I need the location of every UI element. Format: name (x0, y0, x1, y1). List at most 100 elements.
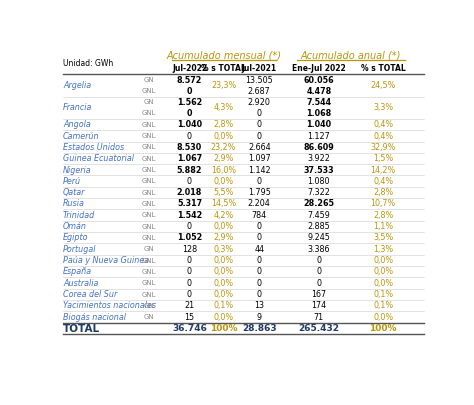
Text: 3,3%: 3,3% (373, 103, 393, 113)
Text: Omán: Omán (63, 222, 87, 231)
Text: 0: 0 (257, 222, 262, 231)
Text: Rusia: Rusia (63, 200, 85, 209)
Text: 1.542: 1.542 (177, 211, 202, 220)
Text: 784: 784 (252, 211, 267, 220)
Text: 0: 0 (187, 87, 192, 96)
Text: Perú: Perú (63, 177, 81, 186)
Text: Corea del Sur: Corea del Sur (63, 290, 118, 299)
Text: 0: 0 (187, 222, 192, 231)
Text: 2.920: 2.920 (248, 98, 271, 107)
Text: 0: 0 (187, 290, 192, 299)
Text: 0: 0 (187, 109, 192, 118)
Text: 86.609: 86.609 (303, 143, 334, 152)
Text: 0,4%: 0,4% (373, 120, 393, 129)
Text: Qatar: Qatar (63, 188, 85, 197)
Text: 0,0%: 0,0% (373, 313, 393, 322)
Text: 15: 15 (184, 313, 194, 322)
Text: 1,3%: 1,3% (373, 245, 393, 254)
Text: TOTAL: TOTAL (63, 324, 100, 334)
Text: 1.097: 1.097 (248, 154, 271, 163)
Text: 4,2%: 4,2% (213, 211, 234, 220)
Text: 0: 0 (187, 256, 192, 265)
Text: 5,5%: 5,5% (213, 188, 234, 197)
Text: GNL: GNL (142, 212, 156, 218)
Text: GNL: GNL (142, 156, 156, 162)
Text: GNL: GNL (142, 167, 156, 173)
Text: 0: 0 (187, 177, 192, 186)
Text: GN: GN (144, 100, 155, 105)
Text: 1.127: 1.127 (308, 132, 330, 141)
Text: 7.322: 7.322 (308, 188, 330, 197)
Text: 3,5%: 3,5% (373, 233, 393, 243)
Text: 10,7%: 10,7% (371, 200, 396, 209)
Text: GNL: GNL (142, 258, 156, 264)
Text: GNL: GNL (142, 224, 156, 230)
Text: 3.386: 3.386 (308, 245, 330, 254)
Text: 14,5%: 14,5% (211, 200, 236, 209)
Text: 2,9%: 2,9% (213, 233, 234, 243)
Text: 0: 0 (257, 279, 262, 288)
Text: 0: 0 (257, 267, 262, 276)
Text: 1.080: 1.080 (308, 177, 330, 186)
Text: 8.530: 8.530 (177, 143, 202, 152)
Text: Guinea Ecuatorial: Guinea Ecuatorial (63, 154, 134, 163)
Text: 1.040: 1.040 (177, 120, 202, 129)
Text: 2.687: 2.687 (248, 87, 271, 96)
Text: GNL: GNL (142, 178, 156, 184)
Text: 1.068: 1.068 (306, 109, 331, 118)
Text: 0: 0 (187, 279, 192, 288)
Text: 0,0%: 0,0% (373, 279, 393, 288)
Text: 32,9%: 32,9% (371, 143, 396, 152)
Text: 2.885: 2.885 (308, 222, 330, 231)
Text: Trinidad: Trinidad (63, 211, 95, 220)
Text: 28.265: 28.265 (303, 200, 334, 209)
Text: 21: 21 (184, 301, 194, 310)
Text: 23,2%: 23,2% (211, 143, 236, 152)
Text: 0,3%: 0,3% (213, 245, 234, 254)
Text: 0,0%: 0,0% (213, 279, 234, 288)
Text: 0: 0 (187, 267, 192, 276)
Text: 5.882: 5.882 (177, 166, 202, 175)
Text: 1.040: 1.040 (306, 120, 331, 129)
Text: 2.664: 2.664 (248, 143, 271, 152)
Text: 2.018: 2.018 (177, 188, 202, 197)
Text: GNL: GNL (142, 235, 156, 241)
Text: 265.432: 265.432 (298, 324, 339, 333)
Text: % s TOTAL: % s TOTAL (361, 64, 406, 73)
Text: 0,0%: 0,0% (213, 177, 234, 186)
Text: Jul-2022: Jul-2022 (172, 64, 207, 73)
Text: 100%: 100% (210, 324, 237, 333)
Text: 14,2%: 14,2% (371, 166, 396, 175)
Text: 1.142: 1.142 (248, 166, 271, 175)
Text: 0,0%: 0,0% (213, 132, 234, 141)
Text: GNL: GNL (142, 88, 156, 94)
Text: 36.746: 36.746 (172, 324, 207, 333)
Text: 0,0%: 0,0% (213, 290, 234, 299)
Text: 2,8%: 2,8% (373, 211, 393, 220)
Text: GNL: GNL (142, 280, 156, 286)
Text: 0: 0 (257, 132, 262, 141)
Text: 8.572: 8.572 (177, 76, 202, 85)
Text: 16,0%: 16,0% (211, 166, 236, 175)
Text: 0,0%: 0,0% (213, 313, 234, 322)
Text: 2,8%: 2,8% (213, 120, 234, 129)
Text: Unidad: GWh: Unidad: GWh (63, 60, 113, 68)
Text: GNL: GNL (142, 133, 156, 139)
Text: 0,1%: 0,1% (213, 301, 234, 310)
Text: 1.795: 1.795 (248, 188, 271, 197)
Text: 128: 128 (182, 245, 197, 254)
Text: GNL: GNL (142, 190, 156, 196)
Text: Paúa y Nueva Guinea: Paúa y Nueva Guinea (63, 256, 149, 265)
Text: 0,1%: 0,1% (373, 290, 393, 299)
Text: GN: GN (144, 77, 155, 83)
Text: 100%: 100% (369, 324, 397, 333)
Text: 1.052: 1.052 (177, 233, 202, 243)
Text: 0: 0 (316, 279, 321, 288)
Text: 7.544: 7.544 (306, 98, 331, 107)
Text: 0: 0 (257, 177, 262, 186)
Text: 0,0%: 0,0% (373, 267, 393, 276)
Text: Egipto: Egipto (63, 233, 89, 243)
Text: 4,3%: 4,3% (213, 103, 234, 113)
Text: GN: GN (144, 246, 155, 252)
Text: 0: 0 (257, 290, 262, 299)
